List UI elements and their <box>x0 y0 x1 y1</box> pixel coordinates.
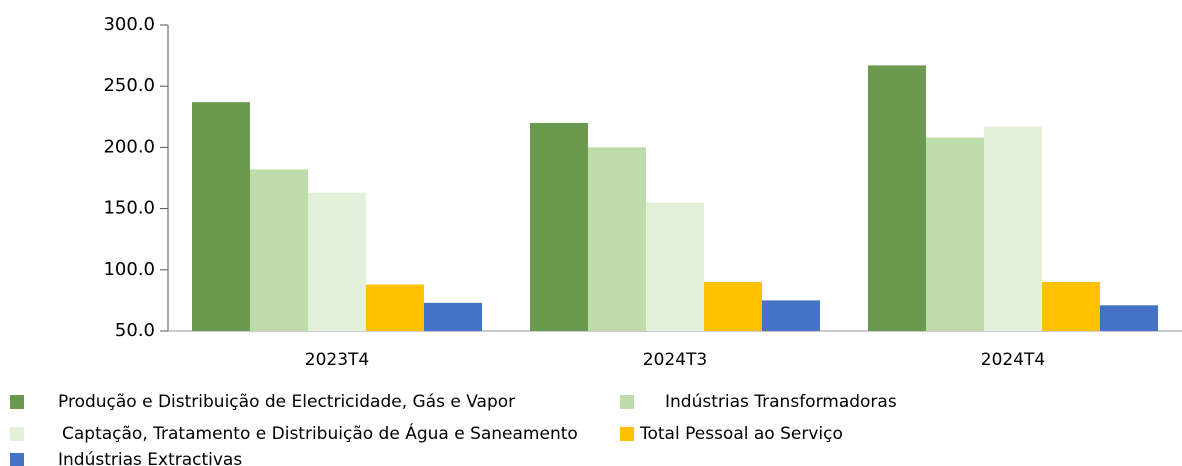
legend-swatch <box>620 395 634 409</box>
legend-swatch <box>620 427 634 441</box>
y-tick-label: 100.0 <box>103 259 155 280</box>
legend-label: Indústrias Extractivas <box>58 450 242 466</box>
legend-label: Indústrias Transformadoras <box>665 392 897 412</box>
bar <box>1100 305 1158 331</box>
bar <box>424 302 482 331</box>
bar <box>250 169 308 331</box>
bar <box>192 102 250 331</box>
legend-label: Produção e Distribuição de Electricidade… <box>58 392 515 412</box>
y-tick-label: 200.0 <box>103 136 155 157</box>
bar <box>366 284 424 331</box>
bar <box>926 137 984 331</box>
x-tick-label: 2023T4 <box>305 350 369 370</box>
x-tick-label: 2024T4 <box>981 350 1045 370</box>
legend-label: Captação, Tratamento e Distribuição de Á… <box>62 422 578 444</box>
bar <box>530 122 588 331</box>
bar <box>868 65 926 331</box>
legend-label: Total Pessoal ao Serviço <box>639 424 843 444</box>
legend-swatch <box>10 453 24 466</box>
bar <box>588 147 646 331</box>
bar <box>308 192 366 331</box>
y-tick-label: 50.0 <box>115 320 155 341</box>
x-tick-label: 2024T3 <box>643 350 707 370</box>
y-tick-label: 250.0 <box>103 75 155 96</box>
y-tick-label: 150.0 <box>103 198 155 219</box>
y-tick-label: 300.0 <box>103 14 155 35</box>
legend-swatch <box>10 427 24 441</box>
bar <box>1042 282 1100 331</box>
legend-swatch <box>10 395 24 409</box>
bar <box>984 126 1042 331</box>
bar <box>762 300 820 331</box>
bar <box>704 282 762 331</box>
bar <box>646 202 704 331</box>
